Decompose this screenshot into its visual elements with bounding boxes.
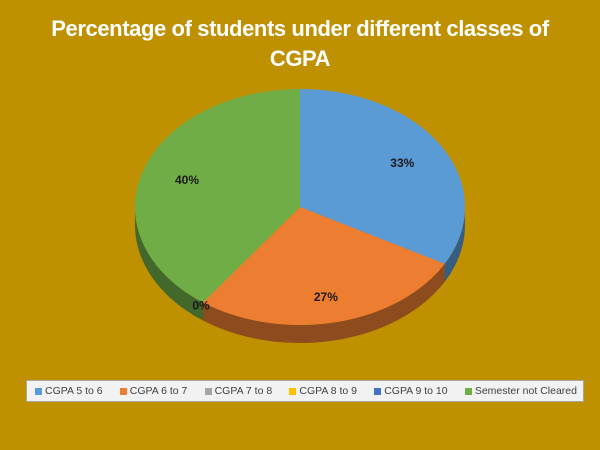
- legend-swatch: [35, 387, 42, 395]
- legend-label: CGPA 6 to 7: [129, 385, 188, 397]
- legend-label: CGPA 9 to 10: [384, 385, 448, 397]
- legend: CGPA 5 to 6 CGPA 6 to 7 CGPA 7 to 8 CGPA 8 …: [26, 380, 584, 402]
- legend-swatch: [289, 387, 297, 395]
- legend-label: Semester not Cleared: [474, 385, 577, 397]
- legend-swatch: [204, 387, 212, 395]
- legend-label: CGPA 8 to 9: [299, 385, 357, 397]
- pie-depth-cgpa-5-to-6: [444, 207, 465, 282]
- chart-title-line-1: Percentage of students under different c…: [51, 16, 549, 41]
- pie-depth-layer: [135, 207, 465, 343]
- legend-swatch: [464, 387, 472, 395]
- pie-slice-semester-not-cleared[interactable]: [135, 89, 300, 303]
- legend-item-cgpa-9-to-10: CGPA 9 to 10: [374, 385, 448, 397]
- legend-swatch: [374, 387, 382, 395]
- chart-title-line-2: CGPA: [269, 46, 331, 71]
- chart-title: Percentage of students under different c…: [0, 14, 600, 74]
- data-label-cgpa-5-to-6: 33%: [390, 156, 414, 170]
- legend-item-cgpa-5-to-6: CGPA 5 to 6: [35, 385, 103, 397]
- pie-slice-cgpa-6-to-7[interactable]: [203, 207, 445, 325]
- legend-swatch: [119, 387, 127, 395]
- legend-item-cgpa-8-to-9: CGPA 8 to 9: [289, 385, 357, 397]
- pie-slice-cgpa-5-to-6[interactable]: [300, 89, 465, 264]
- legend-item-cgpa-7-to-8: CGPA 7 to 8: [204, 385, 273, 397]
- pie-depth-cgpa-6-to-7: [203, 263, 445, 343]
- data-label-cgpa-7-to-8: 0%: [192, 299, 210, 313]
- pie-top-layer: [135, 89, 465, 325]
- data-label-cgpa-6-to-7: 27%: [314, 290, 338, 304]
- pie-depth-semester-not-cleared: [135, 207, 204, 321]
- legend-item-semester-not-cleared: Semester not Cleared: [464, 385, 577, 397]
- legend-item-cgpa-6-to-7: CGPA 6 to 7: [119, 385, 188, 397]
- pie-labels-layer: 33% 27% 0% 40%: [175, 156, 415, 313]
- data-label-semester-not-cleared: 40%: [175, 173, 199, 187]
- legend-label: CGPA 5 to 6: [45, 385, 103, 397]
- legend-label: CGPA 7 to 8: [214, 385, 273, 397]
